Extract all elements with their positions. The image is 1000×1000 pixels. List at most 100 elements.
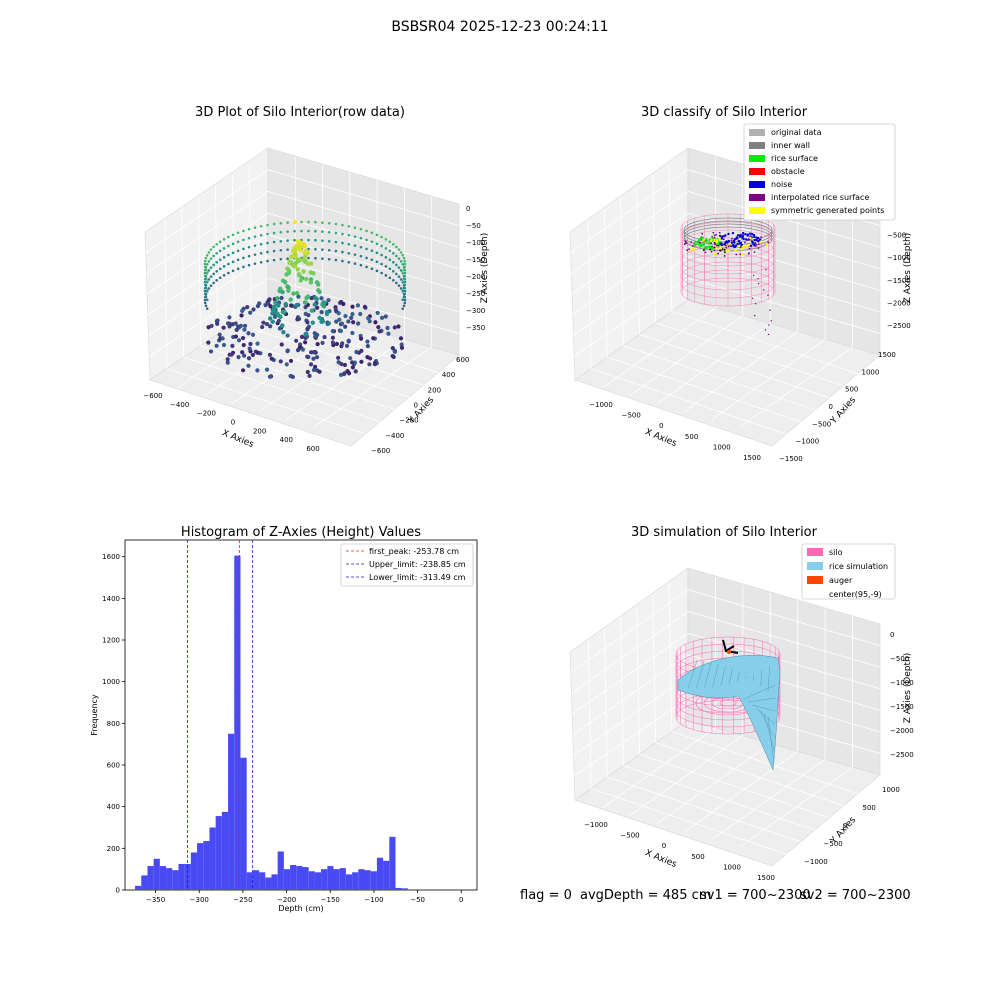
raw-3d-cone-point bbox=[292, 252, 298, 257]
raw-3d-floor-point bbox=[295, 348, 301, 353]
raw-3d-wall-point bbox=[397, 257, 401, 260]
raw-3d-floor-point bbox=[227, 315, 232, 320]
raw-3d-floor-point bbox=[229, 352, 234, 357]
raw-3d-floor-point bbox=[230, 343, 235, 348]
raw-3d-x-tick-label: 0 bbox=[231, 419, 235, 427]
simulation-rice-mesh-line bbox=[763, 713, 775, 751]
classify-interpolated-point bbox=[754, 242, 757, 245]
histogram-bar bbox=[339, 868, 346, 890]
raw-3d-wall-point bbox=[205, 307, 209, 311]
raw-3d-y-tick-label: −400 bbox=[385, 432, 404, 440]
classify-noise-point bbox=[755, 238, 758, 242]
classify-rice-surface-point bbox=[701, 244, 704, 247]
classify-noise-point bbox=[750, 232, 754, 236]
raw-3d-wall-point bbox=[215, 278, 219, 282]
classify-3d-floor-pane bbox=[574, 299, 881, 447]
classify-noise-point bbox=[749, 232, 752, 235]
raw-3d-wall-point bbox=[353, 226, 357, 229]
raw-3d-wall-point bbox=[327, 239, 331, 243]
classify-noise-point bbox=[744, 238, 748, 241]
simulation-3d-gridline bbox=[739, 766, 853, 848]
raw-3d-wall-point bbox=[370, 231, 374, 235]
histogram-bar bbox=[178, 863, 185, 890]
raw-3d-floor-point bbox=[315, 305, 320, 310]
raw-3d-wall-point bbox=[286, 230, 289, 233]
raw-3d-wall-point bbox=[327, 221, 331, 225]
raw-3d-floor-point bbox=[272, 314, 278, 319]
raw-3d-floor-point bbox=[245, 305, 250, 310]
histogram-y-tick-label: 400 bbox=[107, 803, 120, 811]
simulation-3d-gridline bbox=[569, 610, 881, 695]
raw-3d-title: 3D Plot of Silo Interior(row data) bbox=[195, 105, 405, 120]
raw-3d-wall-point bbox=[391, 242, 395, 246]
raw-3d-floor-point bbox=[365, 339, 370, 344]
raw-3d-floor-point bbox=[288, 303, 294, 308]
classify-interpolated-point bbox=[748, 252, 750, 254]
raw-3d-floor-point bbox=[250, 332, 256, 337]
histogram-x-tick-label: 0 bbox=[459, 896, 463, 904]
classify-original-point bbox=[723, 243, 726, 246]
raw-3d-wall-point bbox=[218, 267, 222, 271]
raw-3d-wall-point bbox=[266, 241, 269, 245]
classify-interpolated-point bbox=[760, 236, 763, 239]
raw-3d-wall-point bbox=[215, 260, 219, 264]
simulation-legend-swatch bbox=[807, 576, 823, 584]
histogram-y-tick-label: 1400 bbox=[102, 595, 120, 603]
raw-3d-wall-point bbox=[247, 263, 251, 267]
simulation-rice-mesh-line bbox=[743, 684, 776, 700]
raw-3d-wall-point bbox=[399, 278, 403, 281]
simulation-3d-xlabel: X Axies bbox=[643, 848, 678, 870]
classify-noise-point bbox=[741, 231, 745, 235]
simulation-3d-zlabel: Z Axies (Depth) bbox=[903, 653, 913, 724]
classify-interpolated-point bbox=[725, 246, 728, 249]
histogram-plot-area bbox=[124, 539, 478, 891]
classify-noise-point bbox=[744, 233, 747, 236]
raw-3d-wall-point bbox=[397, 275, 401, 278]
simulation-rice-mesh-line bbox=[736, 672, 740, 682]
simulation-3d-gridline bbox=[657, 743, 771, 824]
raw-3d-wall-point bbox=[334, 240, 338, 244]
raw-3d-cone-point bbox=[312, 302, 318, 307]
raw-3d-wall-point bbox=[272, 258, 276, 262]
raw-3d-cone-point bbox=[282, 279, 288, 285]
histogram-bar bbox=[147, 866, 154, 890]
raw-3d-cone-point bbox=[276, 313, 281, 318]
raw-3d-floor-point bbox=[345, 369, 350, 374]
raw-3d-wall-point bbox=[314, 229, 317, 233]
classify-noise-point bbox=[733, 238, 737, 241]
raw-3d-wall-point bbox=[247, 254, 251, 258]
histogram-bar bbox=[333, 869, 340, 890]
raw-3d-wall-point bbox=[347, 242, 351, 246]
raw-3d-cone-point bbox=[320, 318, 325, 324]
raw-3d-floor-point bbox=[208, 349, 214, 354]
classify-3d-gridline bbox=[739, 346, 853, 428]
classify-noise-point bbox=[730, 241, 734, 244]
raw-3d-floor-point bbox=[398, 336, 404, 341]
classify-interpolated-point bbox=[730, 239, 733, 242]
raw-3d-cone-point bbox=[277, 288, 282, 294]
classify-interpolated-point bbox=[718, 231, 721, 234]
raw-3d-wall-point bbox=[279, 239, 283, 243]
raw-3d-gridline bbox=[144, 169, 460, 254]
classify-3d-gridline bbox=[655, 322, 853, 390]
classify-noise-point bbox=[719, 242, 722, 245]
raw-3d-wall-point bbox=[231, 269, 235, 273]
classify-interpolated-point bbox=[685, 240, 687, 243]
raw-3d-floor-point bbox=[206, 340, 211, 345]
histogram-x-tick-label: −300 bbox=[190, 896, 209, 904]
raw-3d-wall-point bbox=[375, 233, 379, 237]
raw-3d-floor-point bbox=[246, 356, 252, 361]
histogram-bar bbox=[135, 885, 142, 890]
simulation-rice-mesh-line bbox=[755, 707, 775, 725]
raw-3d-xlabel: X Axies bbox=[220, 428, 255, 450]
raw-3d-floor-point bbox=[241, 353, 247, 358]
classify-stray-point bbox=[754, 314, 756, 317]
raw-3d-floor-point bbox=[234, 327, 239, 333]
raw-3d-wall-point bbox=[242, 229, 245, 233]
raw-3d-wall-point bbox=[209, 257, 213, 260]
raw-3d-wall-point bbox=[380, 271, 383, 275]
raw-3d-floor-point bbox=[220, 336, 225, 341]
raw-3d-wall-point bbox=[403, 271, 407, 275]
raw-3d-z-tick-label: −350 bbox=[466, 324, 485, 332]
raw-3d-wall-point bbox=[227, 271, 230, 275]
